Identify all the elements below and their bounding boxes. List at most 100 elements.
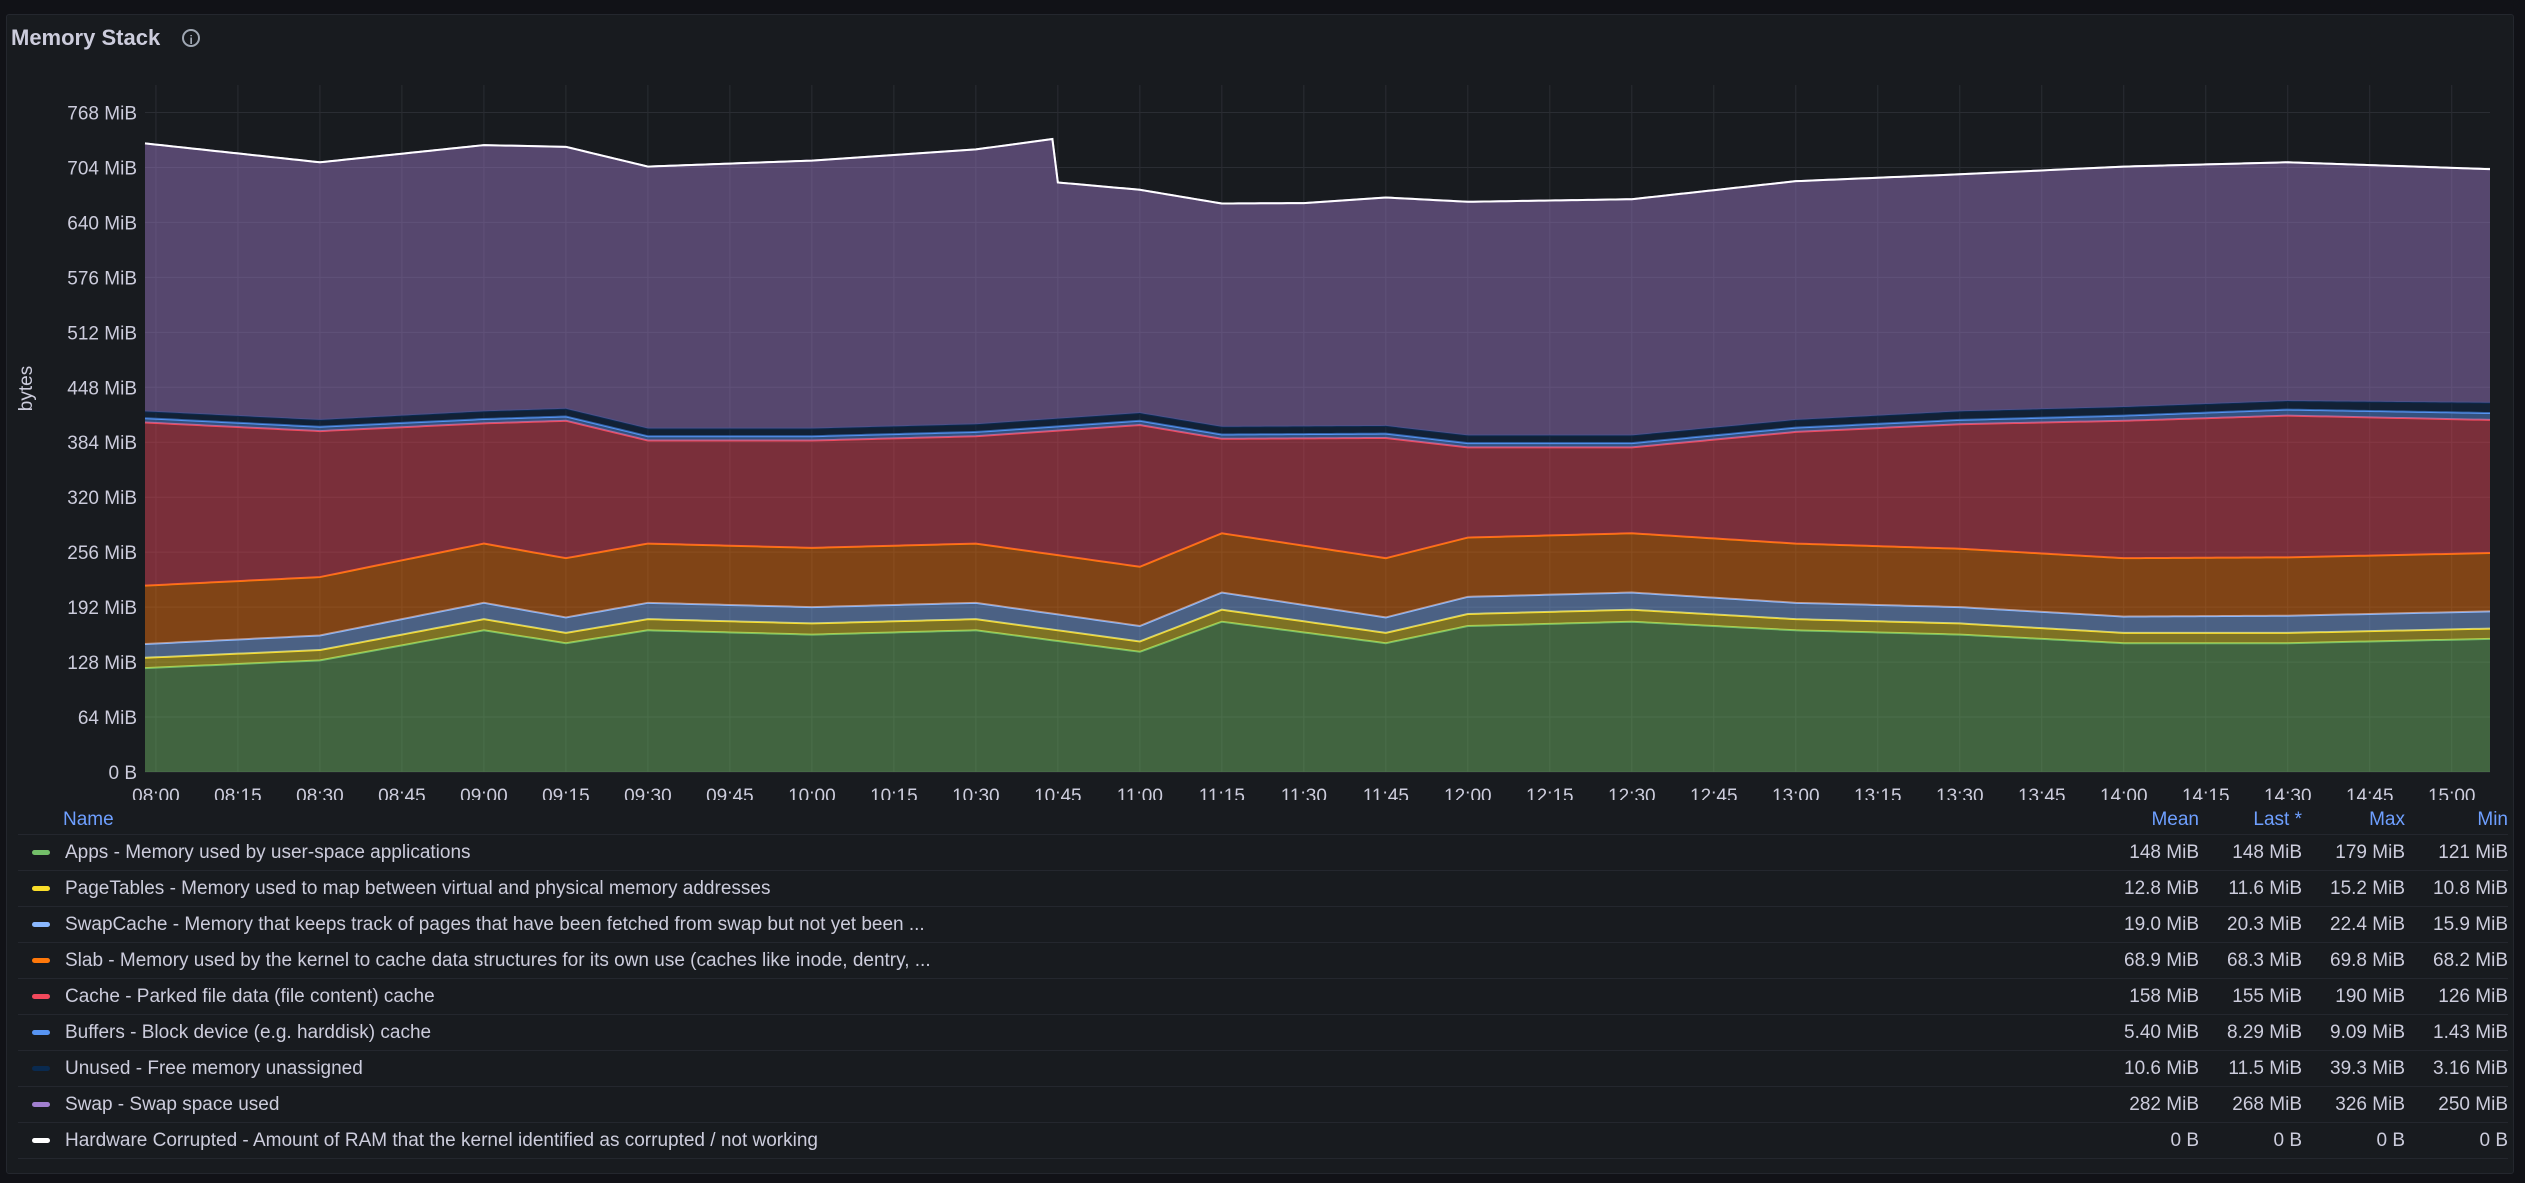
legend-max: 22.4 MiB (2330, 913, 2405, 935)
series-area[interactable] (145, 409, 2490, 448)
legend-series-name[interactable]: Hardware Corrupted - Amount of RAM that … (65, 1129, 818, 1151)
x-tick-label: 11:00 (1117, 786, 1163, 800)
legend-series-name[interactable]: Slab - Memory used by the kernel to cach… (65, 949, 931, 971)
x-tick-label: 11:30 (1281, 786, 1327, 800)
series-color-swatch[interactable] (32, 850, 50, 855)
legend-max: 39.3 MiB (2330, 1057, 2405, 1079)
legend-row[interactable]: Hardware Corrupted - Amount of RAM that … (18, 1123, 2508, 1159)
legend-min: 0 B (2479, 1129, 2508, 1151)
legend-header-min[interactable]: Min (2477, 809, 2508, 830)
series-area[interactable] (145, 139, 2490, 436)
panel-header: Memory Stack i (11, 20, 201, 56)
legend-min: 121 MiB (2438, 841, 2508, 863)
legend-mean: 282 MiB (2129, 1093, 2199, 1115)
legend-series-name[interactable]: SwapCache - Memory that keeps track of p… (65, 913, 925, 935)
y-tick-label: 128 MiB (67, 653, 137, 674)
x-tick-label: 15:00 (2428, 786, 2476, 800)
memory-stack-panel (6, 14, 2514, 1174)
legend-series-name[interactable]: Buffers - Block device (e.g. harddisk) c… (65, 1021, 432, 1043)
legend-row[interactable]: Swap - Swap space used 282 MiB 268 MiB 326 … (18, 1087, 2508, 1123)
series-line[interactable] (144, 137, 2491, 205)
legend-mean: 148 MiB (2129, 841, 2199, 863)
series-color-swatch[interactable] (32, 922, 50, 927)
y-tick-label: 0 B (108, 763, 137, 784)
x-tick-label: 13:00 (1772, 786, 1820, 800)
legend-header: Name Mean Last * Max Min (18, 806, 2508, 835)
series-area[interactable] (145, 621, 2490, 772)
legend-series-name[interactable]: Swap - Swap space used (65, 1093, 280, 1115)
x-tick-label: 12:45 (1690, 786, 1738, 800)
series-line[interactable] (144, 620, 2491, 670)
legend-row[interactable]: Unused - Free memory unassigned 10.6 MiB 1… (18, 1051, 2508, 1087)
series-color-swatch[interactable] (32, 1102, 50, 1107)
x-tick-label: 12:00 (1444, 786, 1492, 800)
legend-last: 0 B (2273, 1129, 2302, 1151)
series-color-swatch[interactable] (32, 886, 50, 891)
legend-mean: 68.9 MiB (2124, 949, 2199, 971)
legend-series-name[interactable]: Unused - Free memory unassigned (65, 1057, 363, 1079)
x-tick-label: 10:15 (870, 786, 918, 800)
legend-min: 126 MiB (2438, 985, 2508, 1007)
info-icon[interactable]: i (182, 29, 201, 47)
x-tick-label: 13:45 (2018, 786, 2066, 800)
legend-row[interactable]: Slab - Memory used by the kernel to cach… (18, 943, 2508, 979)
series-color-swatch[interactable] (32, 1030, 50, 1035)
legend-row[interactable]: PageTables - Memory used to map between … (18, 871, 2508, 907)
legend-last: 68.3 MiB (2227, 949, 2302, 971)
series-color-swatch[interactable] (32, 994, 50, 999)
legend-min: 1.43 MiB (2433, 1021, 2508, 1043)
legend-row[interactable]: Apps - Memory used by user-space applica… (18, 835, 2508, 871)
legend-mean: 12.8 MiB (2124, 877, 2199, 899)
y-tick-label: 448 MiB (67, 378, 137, 399)
x-tick-label: 09:15 (542, 786, 590, 800)
series-area[interactable] (145, 401, 2490, 444)
series-area[interactable] (145, 533, 2490, 645)
y-tick-label: 640 MiB (67, 213, 137, 234)
y-axis-label: bytes (16, 366, 37, 411)
legend-min: 3.16 MiB (2433, 1057, 2508, 1079)
panel-title[interactable]: Memory Stack (11, 25, 161, 50)
series-color-swatch[interactable] (32, 958, 50, 963)
memory-stack-chart[interactable]: 0 B 64 MiB 128 MiB 192 MiB 256 MiB 320 MiB 384… (0, 0, 2525, 800)
y-tick-label: 512 MiB (67, 323, 137, 344)
series-line[interactable] (144, 408, 2491, 445)
legend-series-name[interactable]: Cache - Parked file data (file content) … (65, 985, 435, 1007)
legend-header-name[interactable]: Name (63, 809, 114, 830)
series-area[interactable] (145, 609, 2490, 669)
legend-max: 9.09 MiB (2330, 1021, 2405, 1043)
legend-series-name[interactable]: PageTables - Memory used to map between … (65, 877, 771, 899)
series-area[interactable] (145, 592, 2490, 658)
legend-last: 268 MiB (2232, 1093, 2302, 1115)
y-tick-label: 576 MiB (67, 268, 137, 289)
y-tick-label: 704 MiB (67, 158, 137, 179)
x-tick-label: 09:45 (706, 786, 754, 800)
x-tick-label: 14:30 (2264, 786, 2312, 800)
x-tick-label: 10:30 (952, 786, 1000, 800)
legend-row[interactable]: Cache - Parked file data (file content) … (18, 979, 2508, 1015)
legend-row[interactable]: SwapCache - Memory that keeps track of p… (18, 907, 2508, 943)
y-tick-label: 256 MiB (67, 543, 137, 564)
x-tick-label: 14:15 (2182, 786, 2230, 800)
legend-series-name[interactable]: Apps - Memory used by user-space applica… (65, 841, 471, 863)
legend-max: 69.8 MiB (2330, 949, 2405, 971)
series-line[interactable] (144, 532, 2491, 587)
x-tick-label: 10:00 (788, 786, 836, 800)
legend-last: 155 MiB (2232, 985, 2302, 1007)
legend-header-mean[interactable]: Mean (2151, 809, 2199, 830)
series-color-swatch[interactable] (32, 1066, 50, 1071)
x-tick-label: 10:45 (1034, 786, 1082, 800)
x-tick-label: 08:30 (296, 786, 344, 800)
legend-row[interactable]: Buffers - Block device (e.g. harddisk) c… (18, 1015, 2508, 1051)
legend-header-last[interactable]: Last * (2253, 809, 2302, 830)
legend-mean: 5.40 MiB (2124, 1021, 2199, 1043)
series-line[interactable] (144, 591, 2491, 646)
x-tick-label: 14:00 (2100, 786, 2148, 800)
legend-max: 0 B (2376, 1129, 2405, 1151)
series-line[interactable] (144, 414, 2491, 449)
series-line[interactable] (144, 400, 2491, 437)
series-line[interactable] (144, 608, 2491, 659)
series-color-swatch[interactable] (32, 1138, 50, 1143)
series-area[interactable] (145, 415, 2490, 586)
legend-min: 250 MiB (2438, 1093, 2508, 1115)
legend-header-max[interactable]: Max (2369, 809, 2405, 830)
